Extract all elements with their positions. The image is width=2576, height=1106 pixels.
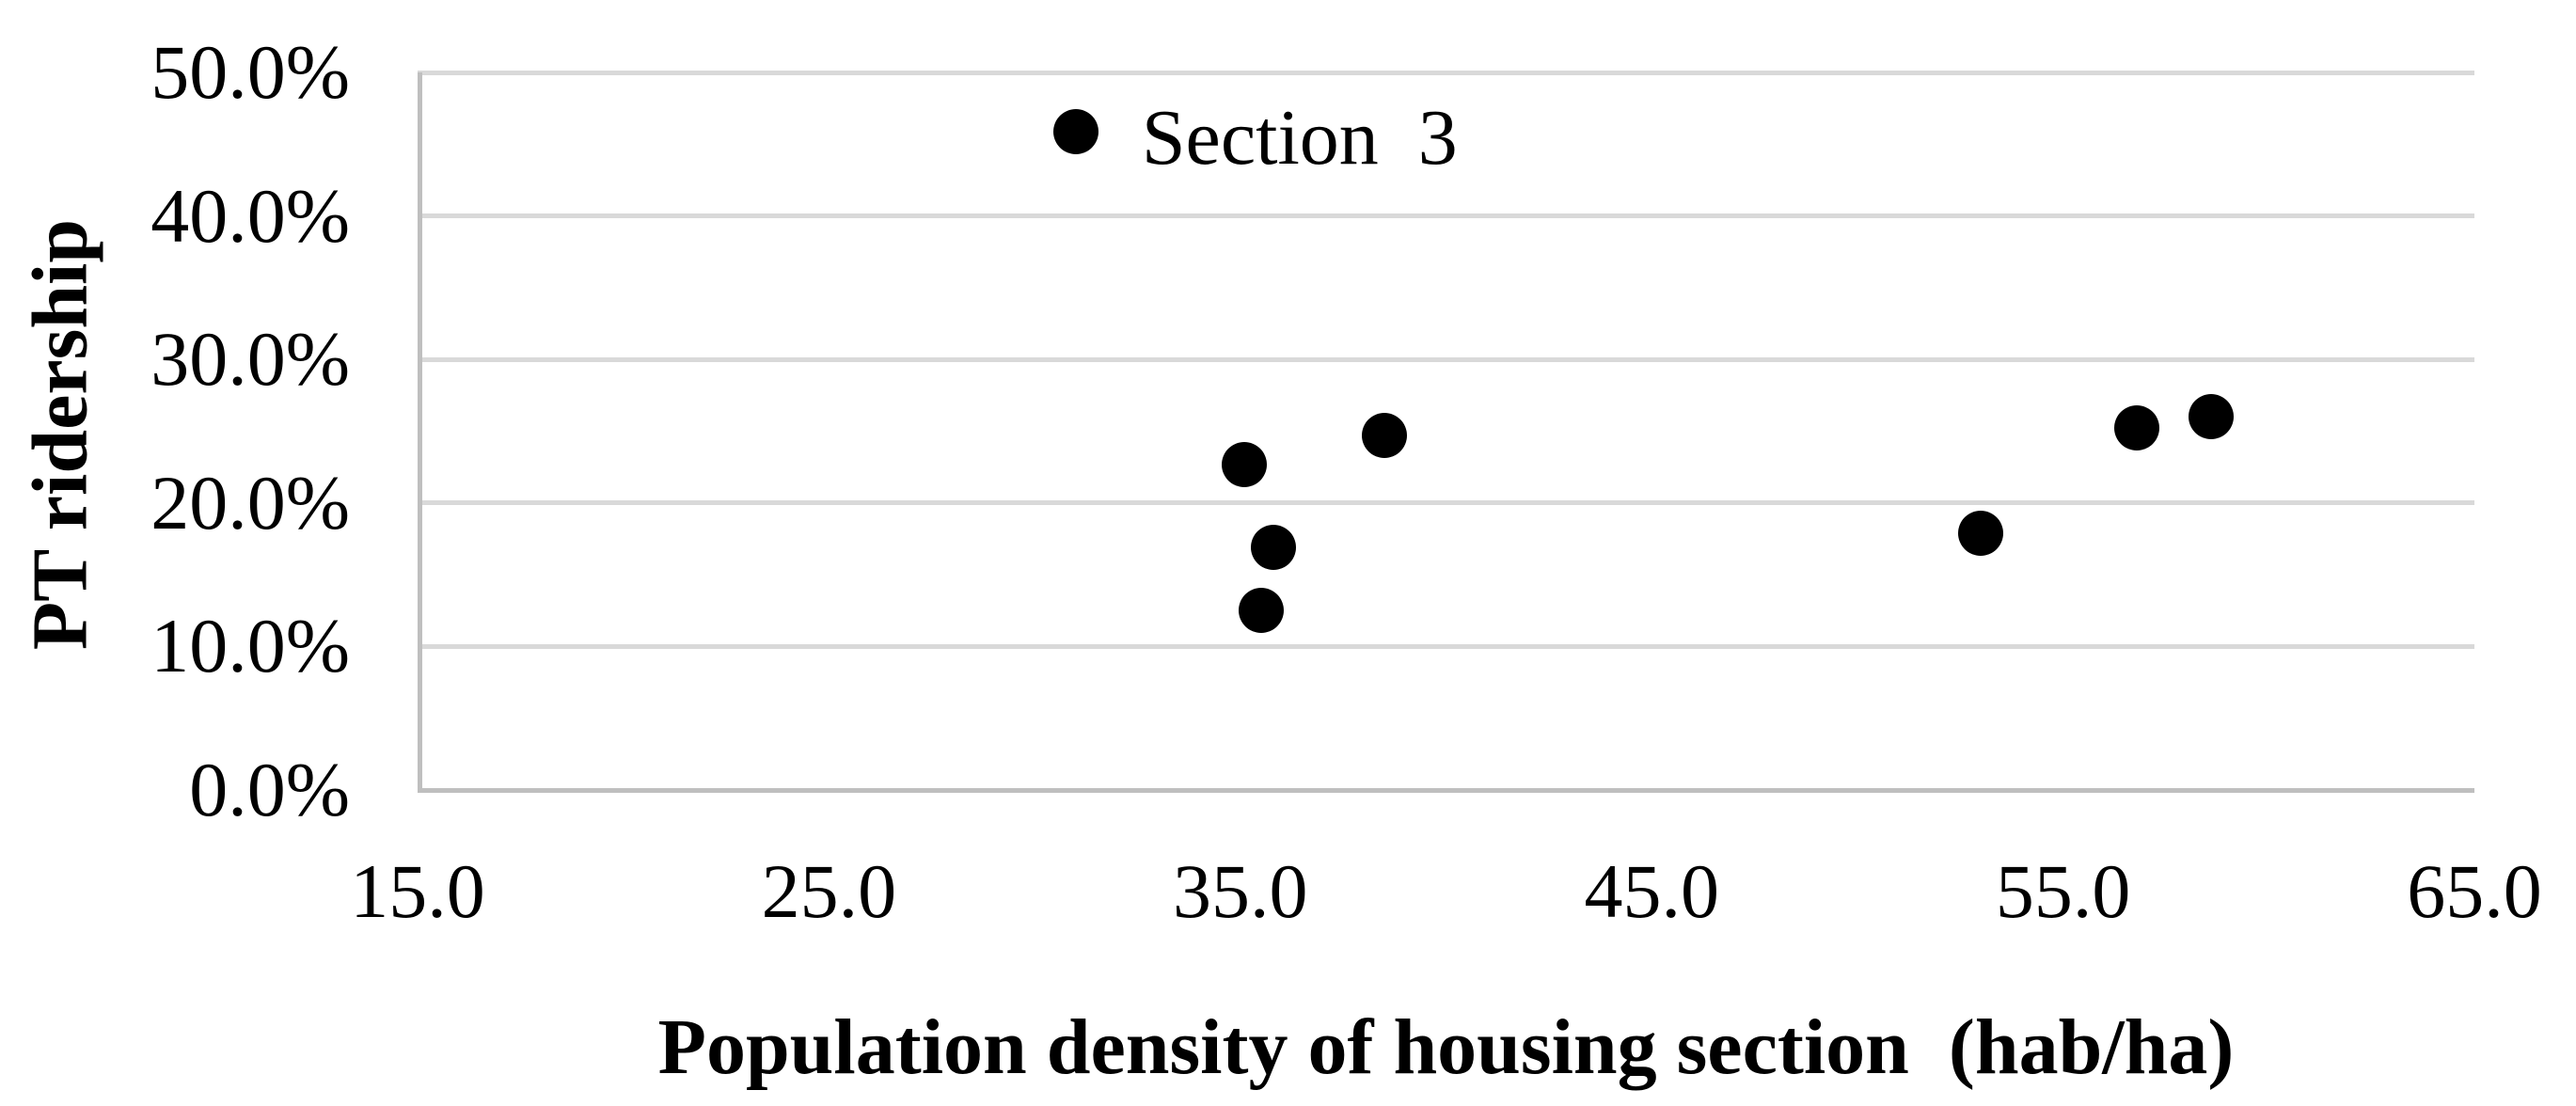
y-tick-label: 50.0% <box>150 29 350 115</box>
y-tick-label: 40.0% <box>150 172 350 259</box>
x-tick-label: 35.0 <box>1173 848 1308 934</box>
data-point-marker <box>2114 405 2160 451</box>
data-point-marker <box>1361 413 1407 459</box>
x-tick-label: 45.0 <box>1584 848 1719 934</box>
data-point-marker <box>1250 525 1296 571</box>
y-tick-label: 30.0% <box>150 316 350 403</box>
y-tick-label: 0.0% <box>189 747 350 832</box>
gridline <box>418 70 2474 75</box>
data-point-marker <box>2189 394 2235 440</box>
y-axis-title: PT ridership <box>16 218 104 651</box>
data-point-label: Section 3 <box>1141 93 1458 182</box>
data-point-marker <box>1222 441 1268 487</box>
x-tick-label: 65.0 <box>2407 848 2542 934</box>
gridline <box>418 356 2474 362</box>
gridline <box>418 500 2474 506</box>
y-tick-label: 20.0% <box>150 459 350 545</box>
x-axis-line <box>418 787 2474 793</box>
y-tick-label: 10.0% <box>150 603 350 689</box>
gridline <box>418 213 2474 219</box>
x-tick-label: 55.0 <box>1995 848 2131 934</box>
x-tick-label: 25.0 <box>761 848 897 934</box>
data-point-marker <box>1238 588 1284 634</box>
data-point-marker <box>1052 108 1098 154</box>
x-tick-label: 15.0 <box>350 848 485 934</box>
y-axis-line <box>418 72 422 790</box>
data-point-marker <box>1958 510 2004 556</box>
gridline <box>418 643 2474 649</box>
x-axis-title: Population density of housing section (h… <box>657 1003 2235 1091</box>
